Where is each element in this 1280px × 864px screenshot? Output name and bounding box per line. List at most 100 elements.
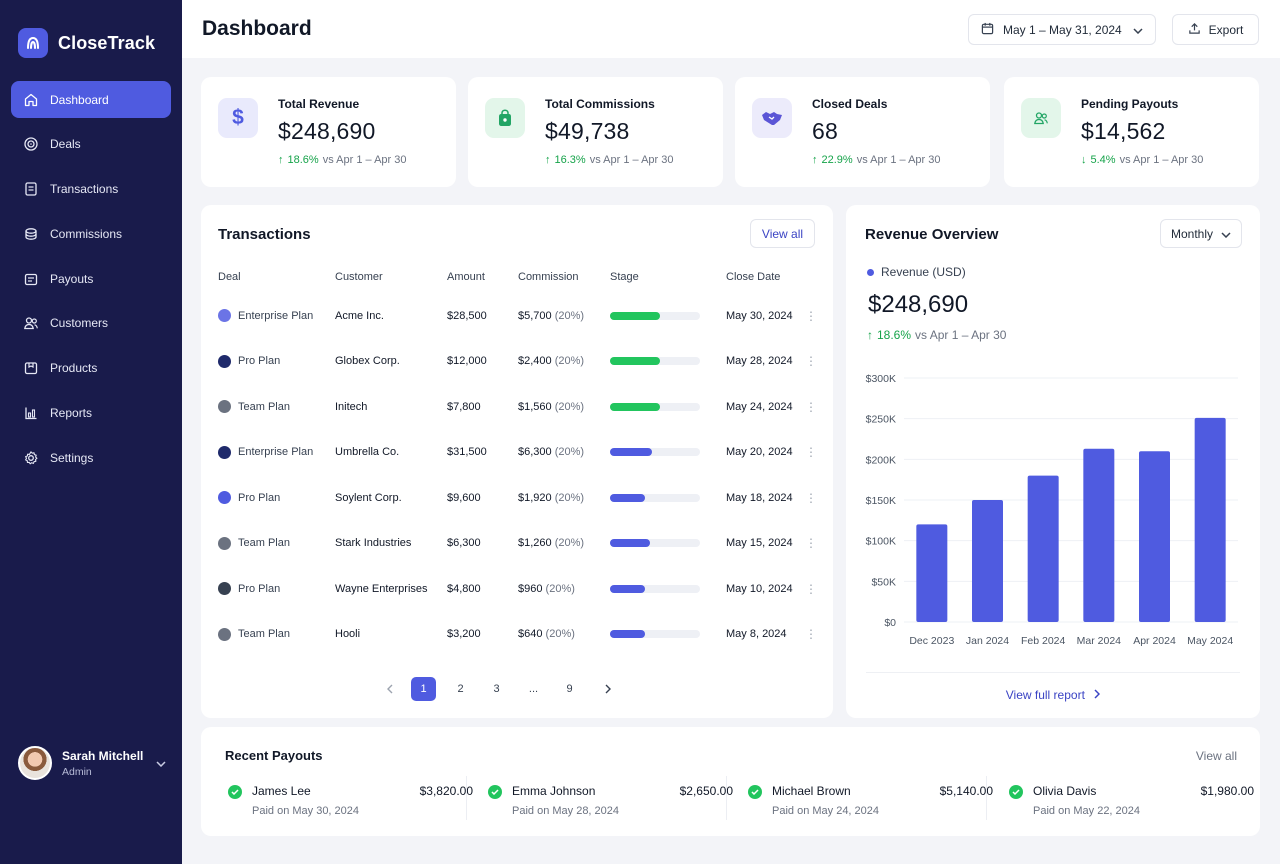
users-icon (23, 315, 39, 331)
bar-feb-2024[interactable] (1027, 475, 1059, 622)
amount-cell: $7,800 (447, 400, 481, 413)
commission-cell: $6,300 (20%) (518, 430, 610, 476)
plan-icon (218, 627, 231, 641)
table-row[interactable]: Team Plan Hooli $3,200 $640 (20%) May 8, 202… (218, 612, 820, 658)
sidebar-item-settings[interactable]: Settings (11, 439, 171, 476)
payout-name: Michael Brown (772, 784, 851, 798)
stage-progress-bar (610, 448, 700, 457)
customer-cell: Soylent Corp. (335, 491, 402, 504)
more-options-icon[interactable]: ⋮ (805, 581, 817, 596)
period-label: Monthly (1170, 226, 1214, 241)
more-options-icon[interactable]: ⋮ (805, 627, 817, 642)
payout-date: Paid on May 22, 2024 (1033, 805, 1141, 817)
export-label: Export (1208, 22, 1244, 37)
period-select[interactable]: Monthly (1160, 219, 1242, 248)
brand[interactable]: CloseTrack (18, 28, 155, 58)
more-options-icon[interactable]: ⋮ (805, 308, 817, 323)
column-header[interactable]: Commission (518, 271, 579, 283)
user-name: Sarah Mitchell (62, 748, 144, 763)
x-tick-label: Apr 2024 (1133, 635, 1176, 647)
table-row[interactable]: Team Plan Stark Industries $6,300 $1,260 (2… (218, 521, 820, 567)
sidebar-item-customers[interactable]: Customers (11, 305, 171, 342)
more-options-icon[interactable]: ⋮ (805, 445, 817, 460)
table-row[interactable]: Enterprise Plan Umbrella Co. $31,500 $6,300… (218, 430, 820, 476)
payout-item[interactable]: James Lee $3,820.00 Paid on May 30, 2024 (228, 783, 473, 823)
column-header[interactable]: Stage (610, 271, 639, 283)
divider (986, 776, 987, 820)
payout-item[interactable]: Emma Johnson $2,650.00 Paid on May 28, 202… (488, 783, 733, 823)
revenue-title: Revenue Overview (865, 226, 999, 243)
stage-progress-fill (610, 539, 650, 548)
payouts-view-all-link[interactable]: View all (1195, 749, 1237, 763)
payout-amount: $3,820.00 (419, 784, 473, 798)
x-tick-label: Mar 2024 (1077, 635, 1122, 647)
table-row[interactable]: Enterprise Plan Acme Inc. $28,500 $5,700 (2… (218, 293, 820, 339)
sidebar-item-deals[interactable]: Deals (11, 126, 171, 163)
column-header[interactable]: Customer (335, 271, 383, 283)
payout-item[interactable]: Michael Brown $5,140.00 Paid on May 24, 20… (748, 783, 993, 823)
bar-jan-2024[interactable] (972, 500, 1003, 622)
table-row[interactable]: Pro Plan Soylent Corp. $9,600 $1,920 (20%) M… (218, 475, 820, 521)
deal-name: Enterprise Plan (238, 446, 314, 459)
bar-mar-2024[interactable] (1083, 448, 1115, 622)
table-row[interactable]: Team Plan Initech $7,800 $1,560 (20%) May 24… (218, 384, 820, 430)
stage-progress-fill (610, 402, 661, 411)
pagination-page[interactable]: 2 (457, 683, 464, 695)
date-range-picker[interactable]: May 1 – May 31, 2024 (968, 14, 1156, 45)
column-header[interactable]: Amount (447, 271, 485, 283)
legend-label: Revenue (USD) (881, 265, 966, 279)
plan-icon (218, 536, 231, 550)
deal-name: Pro Plan (238, 355, 281, 368)
pagination-page[interactable]: 1 (411, 677, 436, 701)
pagination-page[interactable]: 9 (566, 683, 573, 695)
calendar-icon (981, 22, 994, 38)
pagination-page[interactable]: 3 (493, 683, 500, 695)
coins-icon (23, 226, 39, 242)
stage-progress-bar (610, 357, 700, 366)
more-options-icon[interactable]: ⋮ (805, 490, 817, 505)
bar-dec-2023[interactable] (916, 524, 948, 622)
commission-value: $960 (518, 582, 543, 595)
payout-date: Paid on May 28, 2024 (512, 805, 620, 817)
more-options-icon[interactable]: ⋮ (805, 354, 817, 369)
sidebar-item-payouts[interactable]: Payouts (11, 260, 171, 297)
chevron-down-icon[interactable] (156, 754, 166, 772)
revenue-value: $248,690 (868, 291, 969, 318)
table-row[interactable]: Pro Plan Globex Corp. $12,000 $2,400 (20%) M… (218, 339, 820, 385)
more-options-icon[interactable]: ⋮ (805, 399, 817, 414)
pagination-next[interactable] (595, 677, 620, 701)
view-full-report-link[interactable]: View full report (846, 688, 1260, 702)
legend-dot (867, 268, 874, 276)
commission-cell: $1,260 (20%) (518, 521, 610, 567)
sidebar-item-commissions[interactable]: Commissions (11, 215, 171, 252)
sidebar-item-products[interactable]: Products (11, 350, 171, 387)
sidebar-item-label: Transactions (50, 182, 119, 197)
more-options-icon[interactable]: ⋮ (805, 536, 817, 551)
sidebar-item-transactions[interactable]: Transactions (11, 171, 171, 208)
sidebar-item-reports[interactable]: Reports (11, 395, 171, 432)
sidebar-item-dashboard[interactable]: Dashboard (11, 81, 171, 118)
customer-cell: Wayne Enterprises (335, 582, 428, 595)
bar-apr-2024[interactable] (1139, 451, 1170, 622)
stage-progress-bar (610, 539, 700, 548)
pagination-prev[interactable] (377, 677, 402, 701)
arrow-up-icon: ↑ (812, 154, 818, 166)
sidebar-item-label: Dashboard (50, 92, 109, 107)
transactions-view-all-button[interactable]: View all (750, 219, 815, 248)
column-header[interactable]: Close Date (726, 271, 781, 283)
commission-pct: (20%) (545, 628, 575, 641)
column-header[interactable]: Deal (218, 271, 241, 283)
export-button[interactable]: Export (1172, 14, 1259, 45)
dollar-icon: $ (218, 98, 258, 138)
table-row[interactable]: Pro Plan Wayne Enterprises $4,800 $960 (20%… (218, 566, 820, 612)
payout-item[interactable]: Olivia Davis $1,980.00 Paid on May 22, 202… (1009, 783, 1254, 823)
x-tick-label: Feb 2024 (1021, 635, 1066, 647)
deal-name: Team Plan (238, 537, 290, 550)
sidebar-nav: Dashboard Deals Transactions Commissions Pay… (11, 81, 171, 484)
payout-name: James Lee (252, 784, 311, 798)
transactions-title: Transactions (218, 226, 311, 243)
bar-may-2024[interactable] (1194, 417, 1226, 622)
payout-name: Olivia Davis (1033, 784, 1097, 798)
plan-icon (218, 582, 231, 596)
user-menu[interactable]: Sarah Mitchell Admin (18, 746, 166, 780)
